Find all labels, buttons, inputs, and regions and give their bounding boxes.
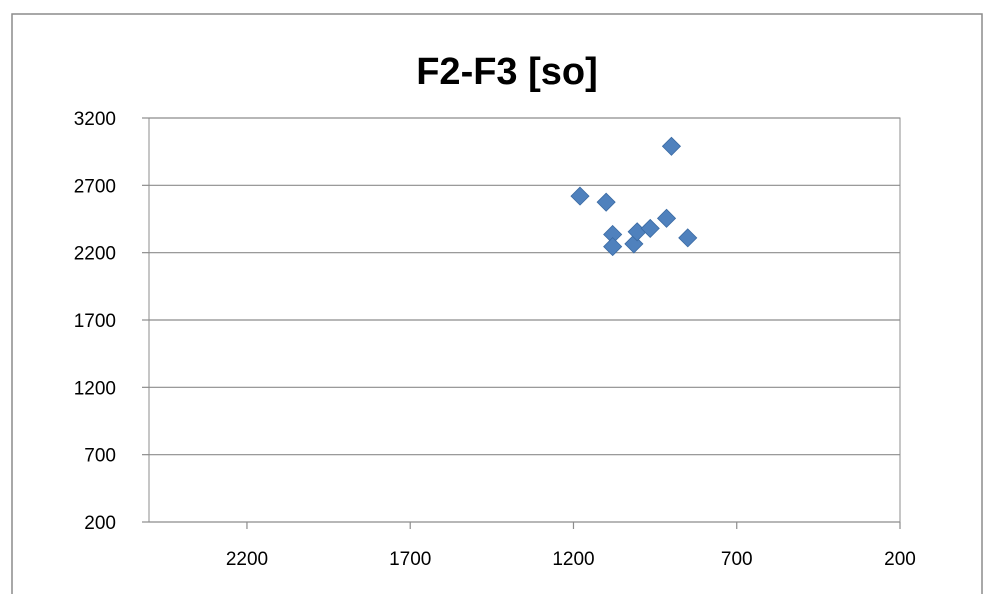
gridlines [149, 117, 900, 456]
y-tick-label-5: 2700 [74, 176, 116, 197]
data-point-0-9 [678, 228, 698, 248]
x-tick-label-2: 1200 [552, 549, 594, 570]
x-tick-label-3: 700 [721, 549, 753, 570]
chart-title: F2-F3 [so] [416, 51, 598, 93]
axes [142, 117, 901, 529]
x-tick-label-1: 1700 [389, 549, 431, 570]
data-point-0-2 [661, 136, 682, 156]
data-point-0-0 [570, 186, 590, 206]
data-point-0-8 [656, 208, 677, 228]
y-tick-label-6: 3200 [74, 109, 116, 130]
y-tick-label-2: 1200 [74, 378, 116, 399]
data-point-0-7 [640, 218, 660, 238]
x-tick-label-0: 2200 [226, 549, 268, 570]
y-tick-label-3: 1700 [74, 311, 116, 332]
data-point-0-4 [603, 237, 623, 257]
tick-labels: 200 700 1200 1700 2200 2700 3200 2200 1700 1200 70… [74, 109, 916, 570]
y-tick-label-0: 200 [84, 513, 116, 534]
chart-frame-border [11, 13, 983, 594]
data-point-0-5 [624, 234, 644, 254]
y-tick-label-1: 700 [84, 446, 116, 467]
data-point-0-1 [596, 192, 616, 212]
y-tick-label-4: 2200 [74, 244, 116, 265]
data-points [570, 136, 698, 257]
x-tick-label-4: 200 [884, 549, 916, 570]
